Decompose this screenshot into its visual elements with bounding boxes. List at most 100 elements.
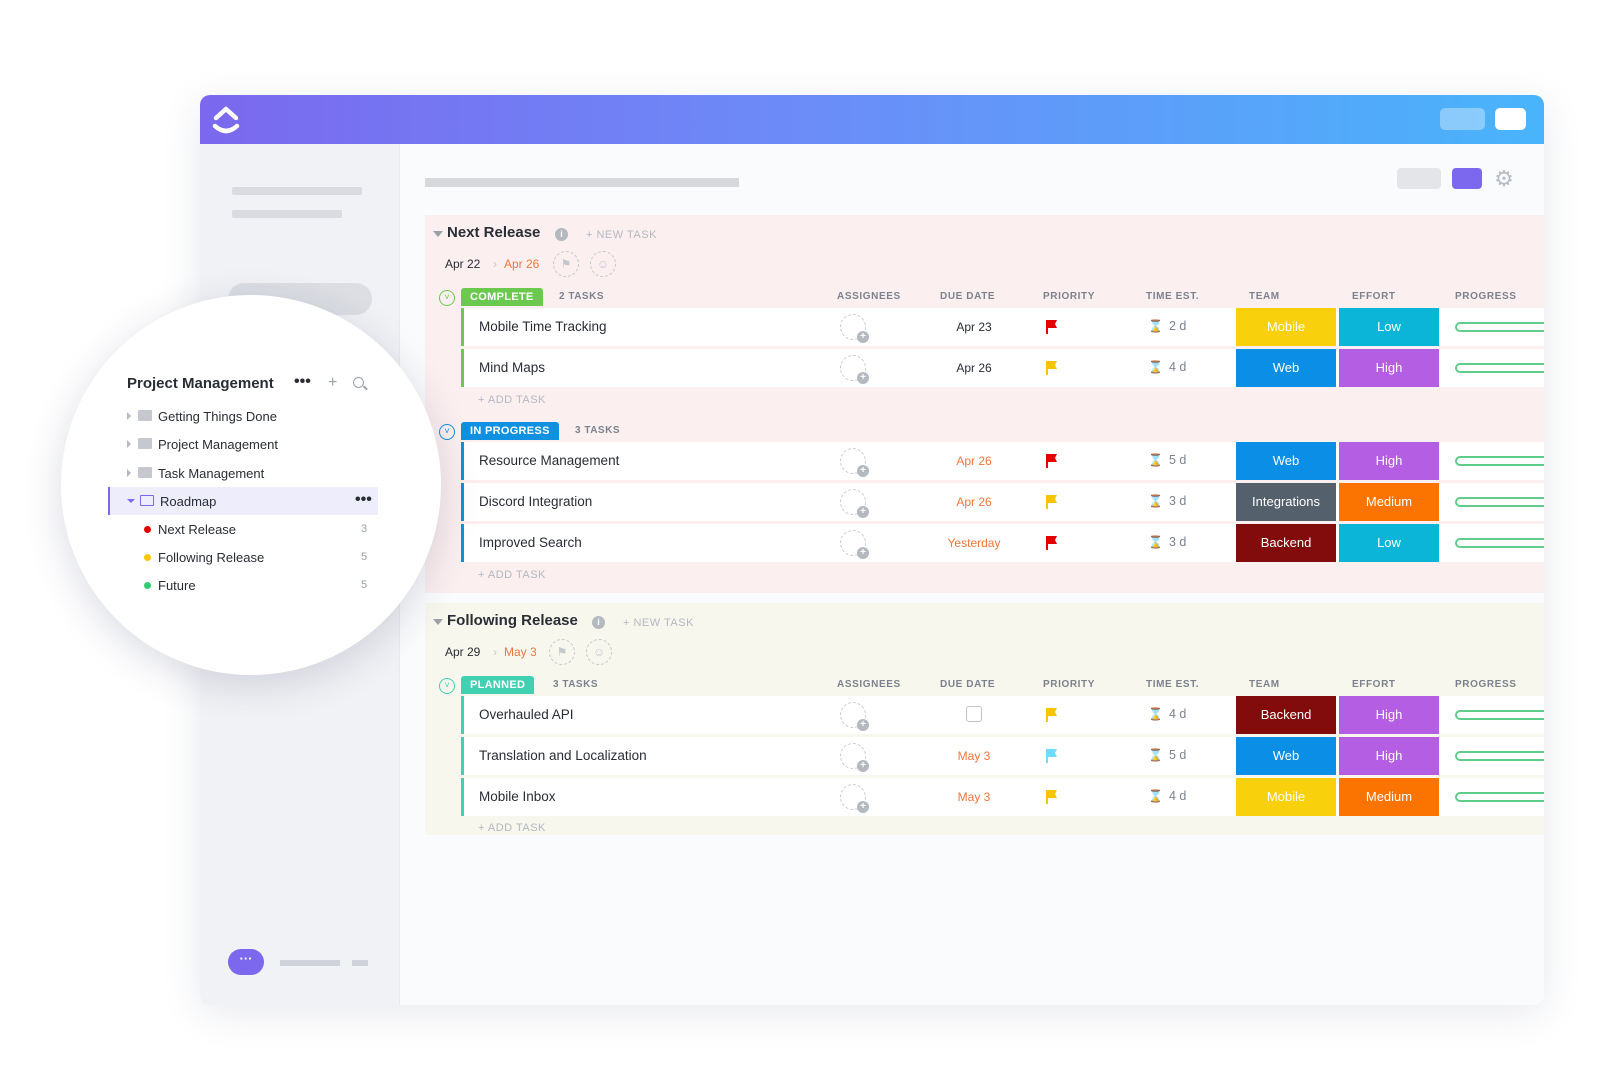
chevron-down-icon[interactable]: ˅	[439, 424, 455, 440]
add-icon[interactable]: +	[328, 374, 338, 391]
priority-flag-icon[interactable]	[1045, 495, 1059, 509]
caret-down-icon[interactable]	[127, 499, 135, 503]
more-options-icon[interactable]: •••	[355, 491, 372, 508]
task-name[interactable]: Mobile Time Tracking	[479, 319, 607, 334]
chevron-down-icon[interactable]: ˅	[439, 290, 455, 306]
priority-flag-icon[interactable]	[1045, 790, 1059, 804]
add-assignee-icon[interactable]	[840, 743, 869, 772]
column-header-priority[interactable]: PRIORITY	[1043, 291, 1096, 302]
due-date[interactable]: Apr 26	[956, 454, 992, 468]
task-name[interactable]: Discord Integration	[479, 494, 593, 509]
flag-icon[interactable]: ⚑	[549, 639, 575, 665]
sidebar-item-task-management[interactable]: Task Management	[108, 459, 378, 487]
priority-flag-icon[interactable]	[1045, 536, 1059, 550]
effort-badge[interactable]: High	[1339, 442, 1439, 480]
caret-right-icon[interactable]	[127, 440, 131, 448]
table-row[interactable]: Improved Search Yesterday ⌛ 3 d Backend L…	[461, 524, 1544, 562]
flag-icon[interactable]: ⚑	[553, 251, 579, 277]
end-date[interactable]: May 3	[504, 645, 537, 659]
effort-badge[interactable]: High	[1339, 696, 1439, 734]
task-name[interactable]: Translation and Localization	[479, 748, 647, 763]
column-header-due-date[interactable]: DUE DATE	[940, 291, 996, 302]
add-assignee-icon[interactable]	[840, 702, 869, 731]
time-estimate[interactable]: ⌛ 3 d	[1148, 535, 1186, 549]
caret-right-icon[interactable]	[127, 469, 131, 477]
chevron-down-icon[interactable]: ˅	[439, 678, 455, 694]
effort-badge[interactable]: Low	[1339, 524, 1439, 562]
status-pill[interactable]: COMPLETE	[461, 288, 543, 306]
team-badge[interactable]: Backend	[1236, 696, 1336, 734]
caret-right-icon[interactable]	[127, 412, 131, 420]
due-date[interactable]: May 3	[957, 790, 991, 804]
time-estimate[interactable]: ⌛ 5 d	[1148, 748, 1186, 762]
add-assignee-icon[interactable]	[840, 355, 869, 384]
list-item-following-release[interactable]: Following Release 5	[108, 543, 378, 571]
team-badge[interactable]: Web	[1236, 349, 1336, 387]
search-icon[interactable]	[353, 377, 364, 388]
column-header-effort[interactable]: EFFORT	[1352, 679, 1396, 690]
sidebar-item-getting-things-done[interactable]: Getting Things Done	[108, 402, 378, 430]
task-name[interactable]: Mobile Inbox	[479, 789, 556, 804]
more-options-icon[interactable]: •••	[294, 373, 311, 390]
priority-flag-icon[interactable]	[1045, 361, 1059, 375]
info-icon[interactable]: i	[555, 228, 568, 241]
team-badge[interactable]: Web	[1236, 737, 1336, 775]
new-task-button[interactable]: + NEW TASK	[586, 229, 657, 241]
list-item-next-release[interactable]: Next Release 3	[108, 515, 378, 543]
time-estimate[interactable]: ⌛ 3 d	[1148, 494, 1186, 508]
table-row[interactable]: Mobile Inbox May 3 ⌛ 4 d Mobile Medium	[461, 778, 1544, 816]
task-name[interactable]: Mind Maps	[479, 360, 546, 375]
start-date[interactable]: Apr 22	[445, 257, 481, 271]
task-name[interactable]: Improved Search	[479, 535, 582, 550]
add-assignee-icon[interactable]	[840, 489, 869, 518]
time-estimate[interactable]: ⌛ 5 d	[1148, 453, 1186, 467]
time-estimate[interactable]: ⌛ 2 d	[1148, 319, 1186, 333]
workspace-title[interactable]: Project Management	[127, 375, 274, 392]
effort-badge[interactable]: High	[1339, 349, 1439, 387]
due-date[interactable]: Apr 26	[956, 361, 992, 375]
collapse-caret-icon[interactable]	[433, 231, 443, 237]
topbar-button-white[interactable]	[1495, 108, 1526, 130]
clickup-logo-icon[interactable]	[210, 103, 242, 137]
collapse-caret-icon[interactable]	[433, 619, 443, 625]
team-badge[interactable]: Mobile	[1236, 308, 1336, 346]
effort-badge[interactable]: High	[1339, 737, 1439, 775]
due-date[interactable]: Apr 26	[956, 495, 992, 509]
column-header-team[interactable]: TEAM	[1249, 679, 1280, 690]
chat-icon[interactable]: ···	[228, 949, 264, 975]
effort-badge[interactable]: Medium	[1339, 483, 1439, 521]
effort-badge[interactable]: Medium	[1339, 778, 1439, 816]
new-task-button[interactable]: + NEW TASK	[623, 617, 694, 629]
time-estimate[interactable]: ⌛ 4 d	[1148, 360, 1186, 374]
add-assignee-icon[interactable]: ☺	[586, 639, 612, 665]
team-badge[interactable]: Integrations	[1236, 483, 1336, 521]
add-task-button[interactable]: + ADD TASK	[478, 822, 546, 834]
time-estimate[interactable]: ⌛ 4 d	[1148, 789, 1186, 803]
add-task-button[interactable]: + ADD TASK	[478, 394, 546, 406]
column-header-effort[interactable]: EFFORT	[1352, 291, 1396, 302]
priority-flag-icon[interactable]	[1045, 749, 1059, 763]
status-pill[interactable]: IN PROGRESS	[461, 422, 559, 440]
due-date[interactable]: Yesterday	[947, 536, 1001, 550]
column-header-assignees[interactable]: ASSIGNEES	[837, 679, 901, 690]
due-date[interactable]: May 3	[957, 749, 991, 763]
table-row[interactable]: Mobile Time Tracking Apr 23 ⌛2 d Mobile …	[461, 308, 1544, 346]
table-row[interactable]: Mind Maps Apr 26 ⌛ 4 d Web High	[461, 349, 1544, 387]
column-header-team[interactable]: TEAM	[1249, 291, 1280, 302]
add-assignee-icon[interactable]	[840, 530, 869, 559]
column-header-priority[interactable]: PRIORITY	[1043, 679, 1096, 690]
team-badge[interactable]: Mobile	[1236, 778, 1336, 816]
column-header-assignees[interactable]: ASSIGNEES	[837, 291, 901, 302]
add-assignee-icon[interactable]	[840, 448, 869, 477]
effort-badge[interactable]: Low	[1339, 308, 1439, 346]
table-row[interactable]: Overhauled API ⌛ 4 d Backend High	[461, 696, 1544, 734]
team-badge[interactable]: Backend	[1236, 524, 1336, 562]
time-estimate[interactable]: ⌛ 4 d	[1148, 707, 1186, 721]
table-row[interactable]: Discord Integration Apr 26 ⌛ 3 d Integrat…	[461, 483, 1544, 521]
add-assignee-icon[interactable]	[840, 784, 869, 813]
add-assignee-icon[interactable]: ☺	[590, 251, 616, 277]
priority-flag-icon[interactable]	[1045, 454, 1059, 468]
table-row[interactable]: Resource Management Apr 26 ⌛ 5 d Web High	[461, 442, 1544, 480]
sidebar-item-roadmap[interactable]: Roadmap •••	[108, 487, 378, 515]
due-date[interactable]: Apr 23	[956, 320, 992, 334]
